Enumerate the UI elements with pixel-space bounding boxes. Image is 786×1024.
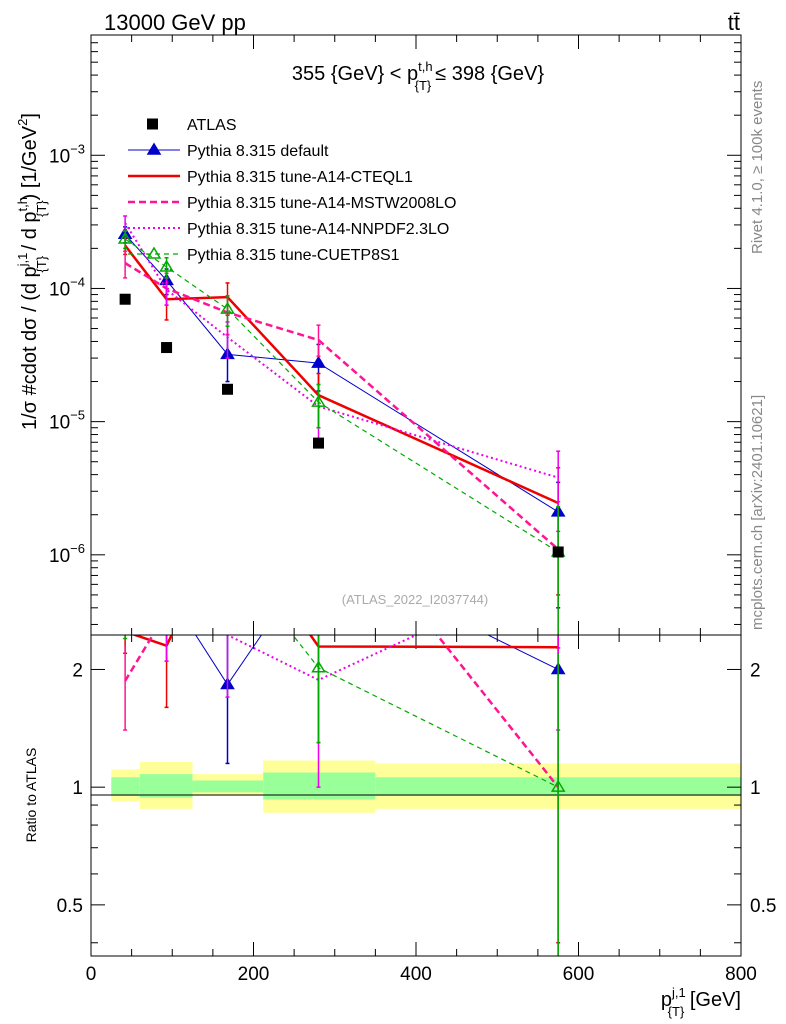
ylabel-d: ] (19, 113, 41, 119)
series-marker (311, 394, 326, 407)
series-line (124, 238, 559, 553)
side-text-bottom: mcplots.cern.ch [arXiv:2401.10621] (749, 395, 766, 630)
y-tick-base: 10 (49, 279, 70, 300)
side-text-top: Rivet 4.1.0, ≥ 100k events (749, 81, 766, 254)
y-tick-label: 10−4 (49, 274, 85, 300)
main-panel-ticks: 10−610−510−410−3 (49, 34, 742, 635)
header-right: tt̄ (728, 10, 740, 35)
legend-label: ATLAS (187, 117, 237, 134)
series-line (124, 244, 559, 505)
header-left: 13000 GeV pp (104, 10, 246, 35)
ratio-y-tick-label-right: 2 (750, 660, 761, 681)
x-tick-label: 200 (238, 964, 270, 985)
y-tick-exponent: −3 (70, 141, 85, 156)
ratio-series-marker (119, 589, 131, 599)
title-sub: {T} (415, 78, 432, 93)
y-tick-label: 10−3 (49, 141, 85, 167)
y-tick-base: 10 (49, 546, 70, 567)
ratio-series-marker (161, 546, 173, 556)
series-line (124, 233, 559, 513)
xlabel-sub: {T} (668, 1004, 685, 1019)
y-tick-exponent: −6 (70, 541, 85, 556)
ratio-y-tick-label-left: 1 (72, 778, 83, 799)
xlabel-b: [GeV] (684, 989, 741, 1011)
series-marker (311, 355, 326, 368)
atlas-data-point (313, 437, 324, 449)
ylabel-sup3: 2 (15, 119, 30, 126)
x-tick-label: 400 (400, 964, 432, 985)
legend-marker (146, 246, 162, 259)
ratio-y-axis-label: Ratio to ATLAS (23, 748, 39, 843)
y-tick-label: 10−6 (49, 541, 85, 567)
ratio-panel-marks (119, 546, 566, 956)
main-panel: 10−610−510−410−3 355 {GeV} < pt,h {T}≤ 39… (15, 34, 742, 649)
ratio-series-marker (313, 546, 325, 556)
legend: ATLAS Pythia 8.315 default Pythia 8.315 tu… (128, 117, 456, 264)
main-panel-marks (117, 215, 566, 649)
ratio-panel-frame (90, 634, 742, 957)
legend-label: Pythia 8.315 tune-A14-NNPDF2.3LO (187, 221, 449, 238)
ratio-series-line (131, 635, 559, 649)
xlabel-a: p (661, 989, 672, 1011)
ratio-series-line (292, 635, 559, 788)
ratio-y-tick-label-left: 2 (72, 660, 83, 681)
x-axis-label: pj,1 {T} [GeV] (661, 985, 741, 1019)
title-sup: t,h (418, 59, 432, 74)
ratio-panel-ticks: 0.5 0.5 1 1 2 2 0 200 400 600 800 (57, 635, 776, 985)
x-tick-label: 0 (86, 964, 97, 985)
y-tick-base: 10 (49, 413, 70, 434)
series-marker (159, 259, 174, 272)
ratio-series-marker (161, 584, 173, 594)
ylabel-sub1: {T} (34, 255, 49, 272)
legend-label: Pythia 8.315 tune-A14-CTEQL1 (187, 169, 413, 186)
x-tick-label: 800 (725, 964, 757, 985)
ratio-series-marker (311, 660, 326, 673)
ratio-y-tick-label-right: 1 (750, 778, 761, 799)
atlas-data-point (161, 342, 173, 354)
analysis-watermark: (ATLAS_2022_I2037744) (342, 592, 488, 607)
ylabel-c: ) [1/GeV (19, 125, 41, 200)
ylabel-b: / d p (19, 211, 41, 255)
ylabel-a: 1/σ #cdot dσ / (d p (19, 266, 41, 430)
series-marker (220, 301, 235, 314)
ylabel-sub2: {T} (34, 200, 49, 217)
series-marker (117, 231, 133, 244)
y-tick-exponent: −4 (70, 274, 85, 289)
ratio-panel: 0.5 0.5 1 1 2 2 0 200 400 600 800 Ratio to ATLAS (23, 546, 776, 985)
legend-label: Pythia 8.315 default (187, 143, 329, 160)
y-tick-base: 10 (49, 146, 70, 167)
legend-symbol (147, 118, 158, 130)
x-tick-label: 600 (563, 964, 595, 985)
ratio-series-marker (119, 606, 131, 616)
y-tick-exponent: −5 (70, 408, 85, 423)
xlabel-sup: j,1 (671, 985, 686, 1000)
title-lo: 355 {GeV} < p (292, 63, 418, 85)
ratio-band-inner (192, 780, 264, 793)
ratio-band-inner (111, 777, 140, 796)
main-y-axis-label: 1/σ #cdot dσ / (d pj,1 {T} / d pt,h {T}) [… (15, 113, 49, 430)
legend-marker (146, 142, 162, 155)
ratio-series-line (124, 635, 560, 788)
atlas-data-point (119, 293, 131, 305)
ylabel-sup2: t,h (15, 197, 30, 211)
legend-label: Pythia 8.315 tune-A14-MSTW2008LO (187, 195, 456, 212)
ratio-series-line (195, 635, 559, 686)
ratio-bands (111, 760, 741, 813)
ratio-series-line (223, 635, 419, 682)
title-hi: ≤ 398 {GeV} (435, 63, 544, 85)
ylabel-sup1: j,1 (15, 253, 30, 268)
ratio-series-marker (222, 546, 234, 556)
ratio-y-tick-label-left: 0.5 (57, 896, 83, 917)
series-line (124, 222, 559, 479)
main-title: 355 {GeV} < pt,h {T}≤ 398 {GeV} (292, 59, 544, 93)
atlas-data-point (552, 546, 564, 558)
y-tick-label: 10−5 (49, 408, 85, 434)
ratio-band-inner (139, 774, 193, 798)
atlas-data-point (222, 383, 233, 395)
legend-label: Pythia 8.315 tune-CUETP8S1 (187, 247, 400, 264)
ratio-series-marker (550, 779, 566, 792)
ratio-y-tick-label-right: 0.5 (750, 896, 776, 917)
